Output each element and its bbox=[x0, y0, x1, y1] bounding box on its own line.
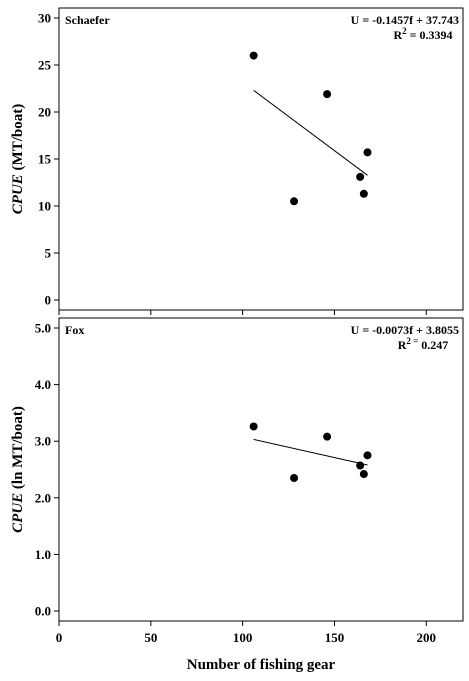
y-tick-label: 10 bbox=[38, 199, 51, 214]
regression-equation: U = -0.1457f + 37.743 bbox=[351, 13, 459, 27]
y-tick-label: 5 bbox=[45, 246, 52, 261]
y-tick-label: 0.0 bbox=[35, 604, 51, 619]
x-tick-label: 100 bbox=[233, 630, 253, 645]
panel-label: Fox bbox=[65, 323, 84, 337]
y-tick-label: 2.0 bbox=[35, 490, 51, 505]
r-squared-text: R2 = 0.247 bbox=[398, 336, 449, 352]
data-point bbox=[359, 470, 368, 479]
data-point bbox=[363, 148, 372, 157]
y-tick-label: 4.0 bbox=[35, 377, 51, 392]
data-point bbox=[356, 172, 365, 181]
data-point bbox=[356, 461, 365, 470]
chart-panel-2: 0.0 1.0 2.0 3.0 4.0 5.0 0 50 100 150 200 Fox U = -0.… bbox=[10, 317, 464, 645]
trend-line bbox=[253, 89, 368, 176]
y-axis-title: CPUE (MT/boat) bbox=[10, 104, 26, 214]
y-tick-label: 5.0 bbox=[35, 321, 51, 336]
y-tick-label: 3.0 bbox=[35, 434, 51, 449]
data-point bbox=[290, 473, 299, 482]
y-tick-label: 1.0 bbox=[35, 547, 51, 562]
x-tick-label: 50 bbox=[144, 630, 157, 645]
x-tick-label: 150 bbox=[325, 630, 345, 645]
panel-label: Schaefer bbox=[65, 13, 110, 27]
y-tick-label: 20 bbox=[38, 105, 51, 120]
regression-equation: U = -0.0073f + 3.8055 bbox=[351, 323, 459, 337]
data-point bbox=[363, 451, 372, 460]
y-axis-title: CPUE (ln MT/boat) bbox=[10, 406, 26, 533]
plot-frame bbox=[58, 7, 464, 311]
y-tick-label: 25 bbox=[38, 58, 52, 73]
data-point bbox=[359, 189, 368, 198]
data-point bbox=[323, 90, 332, 99]
data-point bbox=[323, 432, 332, 441]
x-axis-title: Number of fishing gear bbox=[187, 657, 336, 673]
data-point bbox=[249, 51, 258, 60]
chart-panel-1: 0 5 10 15 20 25 30 Schaefer U = -0.1457f + 37.74… bbox=[10, 7, 464, 315]
r-squared-text: R2 = 0.3394 bbox=[393, 26, 452, 42]
plot-frame bbox=[58, 317, 464, 622]
x-tick-label: 0 bbox=[56, 630, 63, 645]
y-tick-label: 30 bbox=[38, 11, 51, 26]
data-point bbox=[249, 422, 258, 431]
x-tick-label: 200 bbox=[417, 630, 437, 645]
data-point bbox=[290, 197, 299, 206]
y-tick-label: 15 bbox=[38, 152, 52, 167]
y-tick-label: 0 bbox=[45, 293, 52, 308]
trend-line bbox=[253, 438, 368, 466]
